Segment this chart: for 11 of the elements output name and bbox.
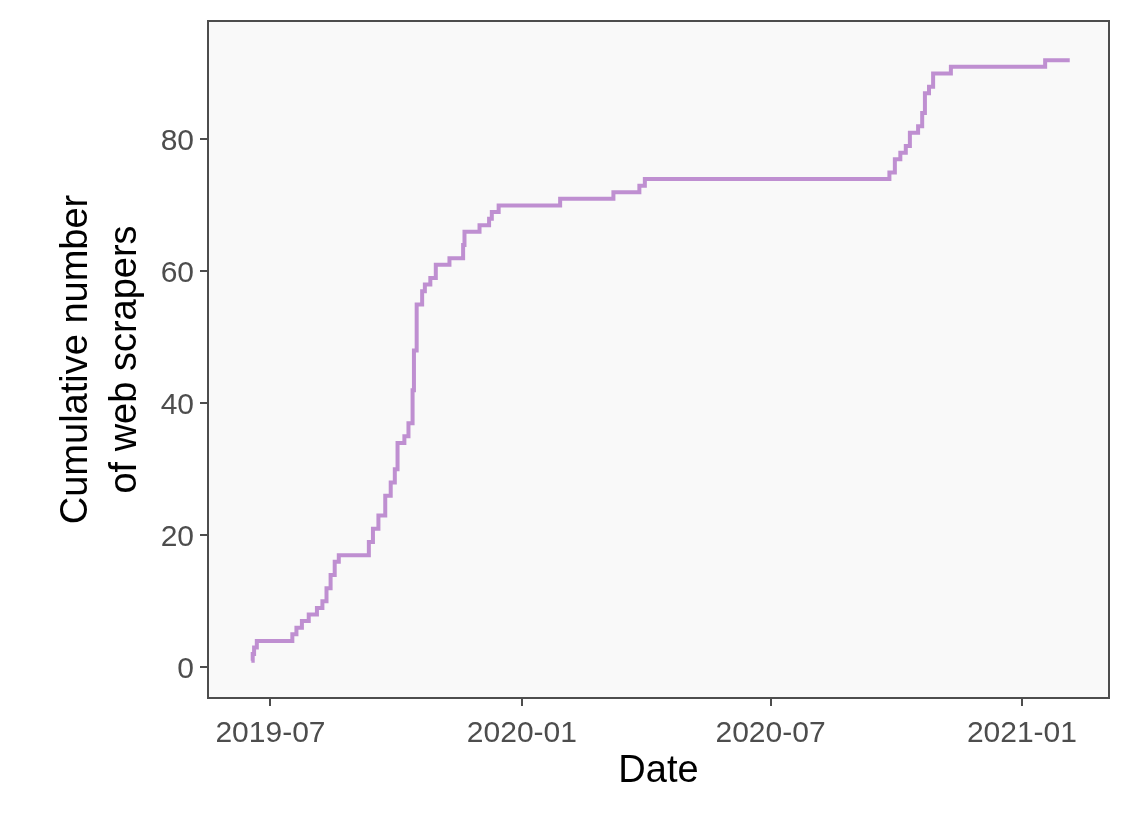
y-tick-label: 20 <box>160 518 194 552</box>
y-tick-label: 80 <box>160 122 194 156</box>
x-tick-label: 2020-07 <box>715 715 826 748</box>
y-tick-label: 40 <box>160 386 194 420</box>
y-tick-label: 60 <box>160 254 194 288</box>
y-tick-label: 0 <box>177 650 194 684</box>
y-axis-title: Cumulative number of web scrapers <box>52 194 145 525</box>
x-tick-label: 2021-01 <box>966 715 1077 748</box>
x-tick-label: 2020-01 <box>466 715 577 748</box>
x-tick-label: 2019-07 <box>215 715 326 748</box>
x-axis-title: Date <box>618 747 699 790</box>
